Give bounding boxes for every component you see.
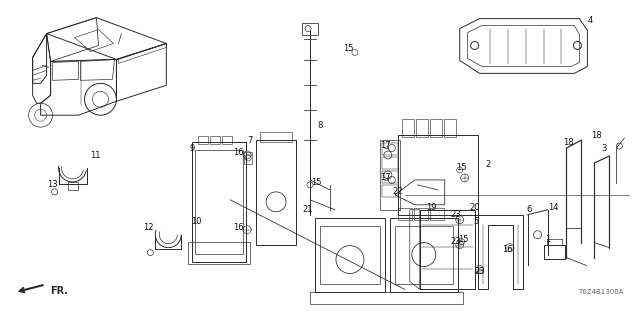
Text: 15: 15 (342, 44, 353, 53)
Text: 10: 10 (191, 217, 202, 226)
Text: 23: 23 (474, 267, 485, 276)
Text: 2: 2 (485, 160, 490, 170)
Bar (244, 152, 252, 164)
Bar (414, 208, 428, 220)
Bar (430, 208, 444, 220)
Bar (210, 136, 220, 144)
Bar (395, 226, 452, 284)
Text: 7: 7 (248, 136, 253, 145)
Text: 5: 5 (473, 217, 478, 226)
Text: 19: 19 (426, 203, 437, 212)
Bar (382, 185, 398, 197)
Text: 9: 9 (189, 144, 195, 153)
Bar (398, 208, 412, 220)
Text: T6Z4B1300A: T6Z4B1300A (578, 289, 623, 295)
Text: 20: 20 (469, 203, 480, 212)
Text: 23: 23 (451, 237, 461, 246)
Bar (310, 292, 463, 304)
Text: 15: 15 (456, 164, 467, 172)
Text: 18: 18 (591, 131, 602, 140)
Text: 15: 15 (311, 179, 321, 188)
Text: 16: 16 (233, 223, 243, 232)
Bar (188, 242, 250, 264)
Bar (302, 23, 318, 35)
Bar (192, 142, 246, 261)
Text: 6: 6 (527, 205, 532, 214)
Text: 14: 14 (548, 203, 559, 212)
Bar (320, 226, 380, 284)
Bar (68, 182, 77, 190)
Bar (260, 132, 292, 142)
Text: 17: 17 (381, 173, 391, 182)
Text: 16: 16 (233, 148, 243, 156)
Text: 15: 15 (458, 235, 469, 244)
Bar (382, 171, 398, 183)
Bar (382, 143, 398, 155)
Text: 22: 22 (392, 188, 403, 196)
Text: 11: 11 (90, 150, 100, 160)
Bar (444, 119, 456, 137)
Bar (382, 157, 398, 169)
Bar (416, 119, 428, 137)
Bar (198, 136, 208, 144)
Bar (543, 244, 566, 259)
Bar (256, 140, 296, 244)
Bar (380, 140, 400, 210)
Text: 12: 12 (143, 223, 154, 232)
Text: 4: 4 (588, 16, 593, 25)
Text: 17: 17 (381, 140, 391, 149)
Text: 16: 16 (502, 245, 513, 254)
Bar (420, 210, 475, 289)
Bar (195, 150, 243, 253)
Bar (430, 119, 442, 137)
Text: 8: 8 (317, 121, 323, 130)
Bar (315, 218, 385, 292)
Bar (222, 136, 232, 144)
Bar (390, 218, 458, 292)
Bar (398, 135, 477, 215)
Text: 13: 13 (47, 180, 58, 189)
Text: FR.: FR. (51, 286, 68, 296)
Bar (402, 119, 414, 137)
Text: 3: 3 (602, 144, 607, 153)
Text: 18: 18 (563, 138, 574, 147)
Text: 1: 1 (545, 235, 550, 244)
Text: 23: 23 (451, 210, 461, 219)
Text: 21: 21 (303, 205, 313, 214)
